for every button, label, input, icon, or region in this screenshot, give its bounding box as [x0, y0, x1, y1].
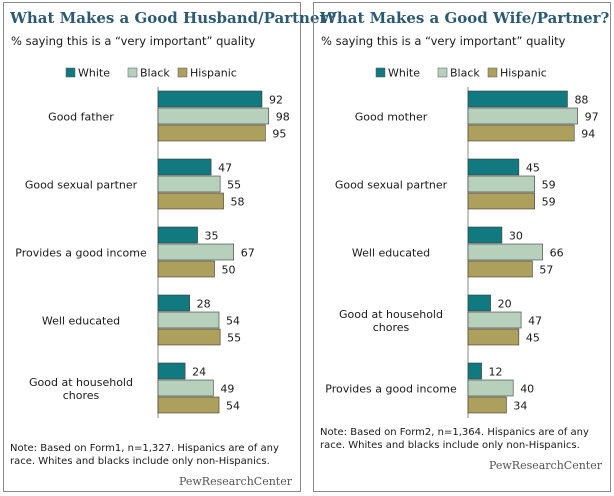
- bar-hispanic: [467, 260, 533, 278]
- legend-label-black: Black: [450, 67, 480, 80]
- data-label: 40: [520, 383, 534, 396]
- bar-white: [157, 362, 186, 380]
- data-label: 45: [526, 162, 540, 175]
- chart-note: Note: Based on Form1, n=1,327. Hispanics…: [10, 443, 279, 467]
- data-label: 49: [220, 383, 234, 396]
- legend-label-white: White: [78, 67, 110, 80]
- bar-hispanic: [157, 124, 266, 142]
- husband-chart-panel: What Makes a Good Husband/Partner? % say…: [3, 2, 336, 492]
- bar-hispanic: [157, 396, 220, 414]
- bar-black: [157, 379, 214, 397]
- data-label: 35: [205, 230, 219, 243]
- data-label: 30: [509, 230, 523, 243]
- legend-label-white: White: [388, 67, 420, 80]
- category-label: Good mother: [355, 111, 428, 124]
- bar-black: [467, 379, 514, 397]
- data-label: 47: [218, 162, 232, 175]
- bar-white: [157, 226, 198, 244]
- category-label: Good sexual partner: [25, 179, 138, 192]
- bar-white: [157, 90, 263, 108]
- data-label: 59: [542, 179, 556, 192]
- bar-hispanic: [157, 260, 215, 278]
- legend-swatch-black: [437, 67, 448, 78]
- data-label: 59: [542, 196, 556, 209]
- bar-hispanic: [467, 192, 535, 210]
- data-label: 47: [528, 315, 542, 328]
- legend-swatch-hispanic: [177, 67, 188, 78]
- legend-label-hispanic: Hispanic: [500, 67, 547, 80]
- wife-chart-panel: What Makes a Good Wife/Partner? % saying…: [313, 2, 611, 492]
- pew-logo: PewResearchCenter: [488, 459, 602, 472]
- wife-bar-chart: White Black Hispanic Good mother 88 97 94 Good …: [325, 67, 599, 418]
- pew-logo: PewResearchCenter: [178, 475, 292, 488]
- data-label: 66: [550, 247, 564, 260]
- bar-white: [467, 158, 520, 176]
- bar-black: [467, 107, 578, 125]
- category-label: Good at household chores: [29, 376, 133, 402]
- bar-white: [467, 90, 568, 108]
- bar-black: [157, 243, 235, 261]
- bar-white: [157, 158, 212, 176]
- data-label: 28: [197, 298, 211, 311]
- bar-black: [157, 175, 221, 193]
- bar-black: [157, 107, 270, 125]
- bar-black: [467, 243, 543, 261]
- legend-label-black: Black: [140, 67, 170, 80]
- legend-swatch-hispanic: [487, 67, 498, 78]
- legend-label-hispanic: Hispanic: [190, 67, 237, 80]
- category-label: Good at household chores: [339, 308, 443, 334]
- data-label: 55: [227, 179, 241, 192]
- category-label: Well educated: [352, 247, 430, 260]
- chart-title: What Makes a Good Wife/Partner?: [320, 9, 610, 27]
- bar-hispanic: [467, 124, 575, 142]
- category-label: Well educated: [42, 315, 120, 328]
- data-label: 20: [498, 298, 512, 311]
- bar-hispanic: [467, 396, 507, 414]
- chart-subtitle: % saying this is a “very important” qual…: [321, 34, 566, 48]
- chart-title: What Makes a Good Husband/Partner?: [10, 9, 337, 27]
- bar-hispanic: [157, 192, 224, 210]
- chart-subtitle: % saying this is a “very important” qual…: [11, 34, 256, 48]
- data-label: 54: [226, 400, 240, 413]
- data-label: 94: [581, 128, 595, 141]
- data-label: 24: [192, 366, 206, 379]
- data-label: 95: [272, 128, 286, 141]
- data-label: 54: [226, 315, 240, 328]
- category-label: Good father: [48, 111, 114, 124]
- chart-note: Note: Based on Form2, n=1,364. Hispanics…: [320, 427, 589, 451]
- category-label: Provides a good income: [325, 383, 457, 396]
- data-label: 34: [513, 400, 527, 413]
- legend-swatch-white: [65, 67, 76, 78]
- husband-bar-chart: White Black Hispanic Good father 92 98 95 Good …: [15, 67, 290, 418]
- bar-white: [467, 226, 503, 244]
- bar-black: [467, 311, 522, 329]
- data-label: 92: [269, 94, 283, 107]
- category-label: Provides a good income: [15, 247, 147, 260]
- data-label: 12: [489, 366, 503, 379]
- bar-white: [157, 294, 190, 312]
- data-label: 50: [222, 264, 236, 277]
- bar-black: [467, 175, 535, 193]
- bar-white: [467, 362, 482, 380]
- data-label: 67: [241, 247, 255, 260]
- legend-swatch-black: [127, 67, 138, 78]
- data-label: 45: [526, 332, 540, 345]
- data-label: 57: [539, 264, 553, 277]
- bar-hispanic: [157, 328, 221, 346]
- data-label: 98: [276, 111, 290, 124]
- data-label: 88: [574, 94, 588, 107]
- data-label: 58: [231, 196, 245, 209]
- bar-white: [467, 294, 491, 312]
- data-label: 97: [585, 111, 599, 124]
- legend-swatch-white: [375, 67, 386, 78]
- bar-hispanic: [467, 328, 520, 346]
- bar-black: [157, 311, 220, 329]
- category-label: Good sexual partner: [335, 179, 448, 192]
- data-label: 55: [227, 332, 241, 345]
